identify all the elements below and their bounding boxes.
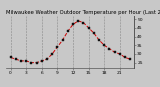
Text: Milwaukee Weather Outdoor Temperature per Hour (Last 24 Hours): Milwaukee Weather Outdoor Temperature pe…: [6, 10, 160, 15]
